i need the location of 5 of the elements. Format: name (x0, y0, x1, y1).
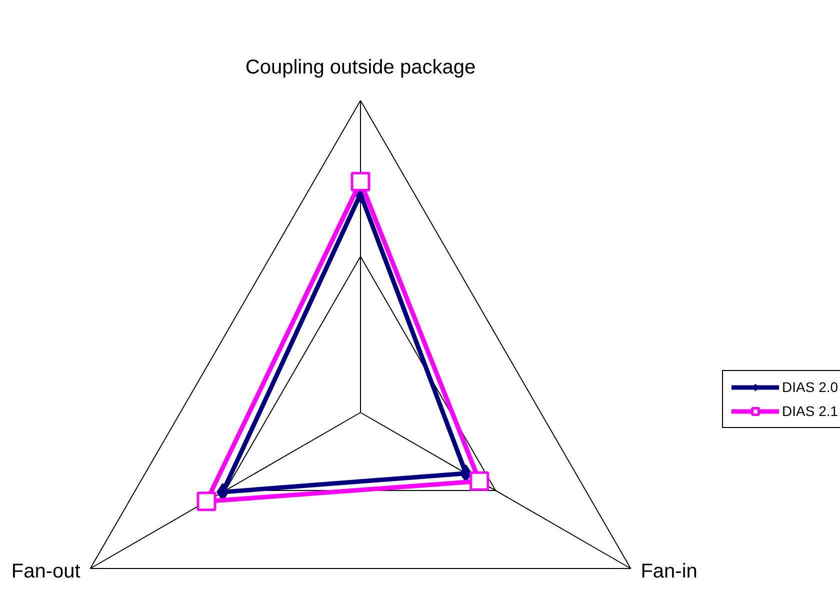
legend-label: DIAS 2.1 (782, 403, 838, 419)
spoke-label: Coupling outside package (245, 56, 476, 78)
legend-label: DIAS 2.0 (782, 379, 838, 395)
spoke-label: Fan-out (11, 560, 81, 582)
spoke-label: Fan-in (640, 560, 698, 582)
